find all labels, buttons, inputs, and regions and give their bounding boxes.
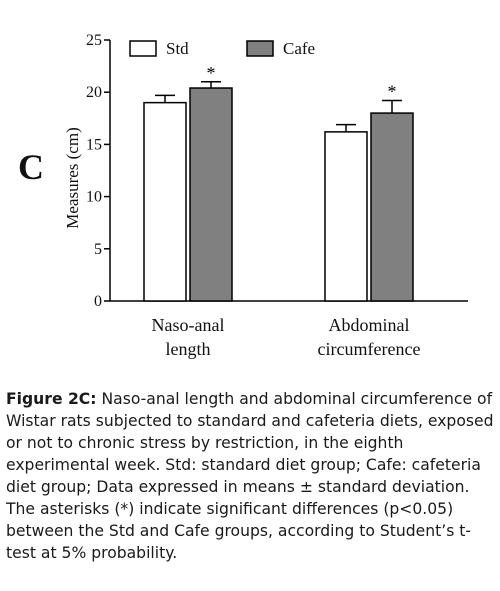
significance-marker: * [388, 82, 397, 102]
legend-swatch-cafe [246, 40, 274, 57]
y-tick-label: 10 [86, 189, 102, 206]
bar-cafe [189, 87, 233, 302]
figure-caption: Figure 2C: Naso-anal length and abdomina… [6, 388, 494, 564]
x-tick-label: Naso-anal [152, 315, 225, 335]
y-axis-label: Measures (cm) [63, 127, 82, 229]
legend-swatch-std [129, 40, 157, 57]
x-tick-label: Abdominal [329, 315, 410, 335]
y-tick-label: 25 [86, 32, 102, 49]
x-tick-label: length [166, 339, 211, 359]
x-tick-label: circumference [318, 339, 421, 359]
legend-label-std: Std [166, 39, 189, 58]
y-tick-label: 0 [94, 293, 102, 310]
y-tick-label: 20 [86, 84, 102, 101]
caption-text: Naso-anal length and abdominal circumfer… [6, 390, 494, 562]
bar-cafe [370, 112, 414, 302]
bar-std [324, 131, 368, 302]
bar-std [143, 101, 187, 302]
y-tick-label: 15 [86, 136, 102, 153]
panel-letter: C [18, 147, 44, 187]
legend-label-cafe: Cafe [283, 39, 315, 58]
significance-marker: * [207, 63, 216, 83]
bar-chart: 0 5 10 15 20 25 Measures (cm) * Naso-anal length *… [63, 32, 468, 359]
caption-label: Figure 2C: [6, 390, 97, 408]
y-tick-label: 5 [94, 241, 102, 258]
